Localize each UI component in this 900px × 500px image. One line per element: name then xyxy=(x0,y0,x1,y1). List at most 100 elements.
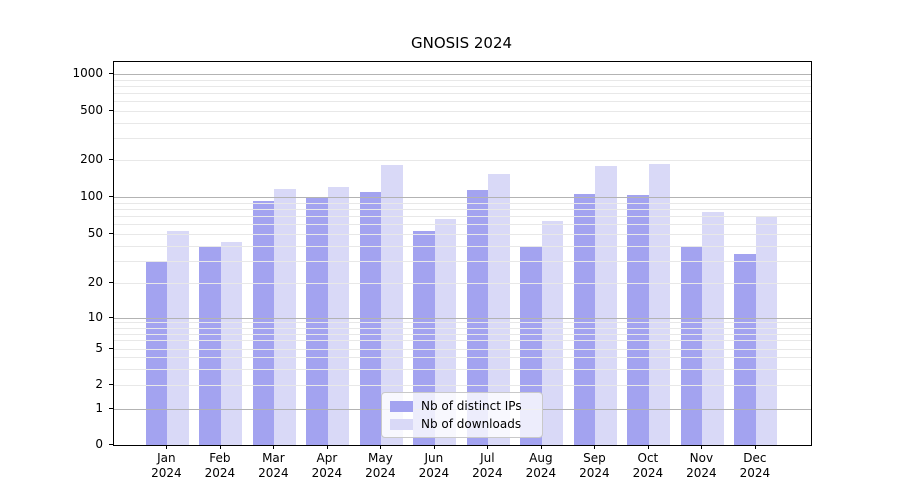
x-tick-mark xyxy=(219,445,221,449)
x-tick-mark xyxy=(433,445,435,449)
x-tick-mark xyxy=(701,445,703,449)
x-tick-label: Jun 2024 xyxy=(418,451,450,480)
x-tick-mark xyxy=(273,445,275,449)
x-tick-label: Jul 2024 xyxy=(472,451,503,480)
y-tick-label: 1000 xyxy=(72,66,103,81)
legend-entry-distinct-ips: Nb of distinct IPs xyxy=(390,399,534,413)
x-tick-label: Jan 2024 xyxy=(151,451,182,480)
x-tick-label: Dec 2024 xyxy=(739,451,771,480)
y-tick-mark xyxy=(109,73,113,75)
bar-ips-jan xyxy=(145,261,168,445)
gridline-minor xyxy=(114,333,811,335)
gridline-minor xyxy=(114,327,811,329)
y-tick-mark xyxy=(109,281,113,283)
bar-ips-nov xyxy=(680,246,703,445)
y-tick-mark xyxy=(109,316,113,318)
legend-label-distinct-ips: Nb of distinct IPs xyxy=(421,399,522,413)
bar-downloads-jun xyxy=(434,219,457,445)
y-tick-label: 2 xyxy=(95,377,103,392)
gridline-minor xyxy=(114,224,811,226)
bars-layer xyxy=(114,62,811,445)
legend-swatch-downloads xyxy=(390,418,413,430)
x-tick-mark xyxy=(754,445,756,449)
gridline-minor xyxy=(114,93,811,95)
y-tick-label: 20 xyxy=(87,274,103,289)
bar-ips-apr xyxy=(306,197,328,445)
x-tick-label: Feb 2024 xyxy=(204,451,236,480)
y-tick-label: 100 xyxy=(80,189,103,203)
gridline-minor xyxy=(114,138,811,140)
bar-ips-dec xyxy=(734,254,756,445)
gridline-minor xyxy=(114,369,811,371)
y-tick-label: 5 xyxy=(95,340,103,355)
legend-label-downloads: Nb of downloads xyxy=(421,417,522,431)
grid-layer xyxy=(114,62,811,445)
bar-ips-oct xyxy=(627,195,649,445)
gridline-minor xyxy=(114,245,811,247)
x-tick-mark xyxy=(594,445,596,449)
gridline-minor xyxy=(114,111,811,112)
x-tick-label: May 2024 xyxy=(365,451,396,480)
y-tick-label: 10 xyxy=(87,309,103,324)
gridline-minor xyxy=(114,233,811,235)
gridline-minor xyxy=(114,385,811,387)
x-tick-mark xyxy=(647,445,649,449)
gridline-minor xyxy=(114,348,811,350)
gridline-minor xyxy=(114,86,811,88)
gridline-minor xyxy=(114,122,811,124)
y-tick-mark xyxy=(109,408,113,410)
x-tick-mark xyxy=(487,445,489,449)
bar-ips-feb xyxy=(199,246,221,445)
y-tick-label: 0 xyxy=(95,437,103,451)
bar-downloads-may xyxy=(381,165,403,445)
x-tick-label: Apr 2024 xyxy=(311,451,343,480)
y-tick-mark xyxy=(109,196,113,197)
x-tick-label: Sep 2024 xyxy=(579,451,610,480)
x-tick-label: Aug 2024 xyxy=(525,451,557,480)
y-tick-label: 1 xyxy=(95,401,103,416)
bar-downloads-dec xyxy=(755,217,778,445)
plot-area: Nb of distinct IPs Nb of downloads xyxy=(113,61,812,446)
y-tick-mark xyxy=(109,110,113,111)
gridline-minor xyxy=(114,208,811,210)
x-tick-mark xyxy=(540,445,542,449)
bar-downloads-jul xyxy=(488,173,510,445)
gridline-major xyxy=(114,74,811,76)
gridline-minor xyxy=(114,101,811,103)
gridline-minor xyxy=(114,357,811,359)
legend-swatch-distinct-ips xyxy=(390,400,413,412)
y-tick-mark xyxy=(109,159,113,160)
x-tick-mark xyxy=(166,445,168,449)
bar-downloads-sep xyxy=(595,166,617,445)
gridline-minor xyxy=(114,261,811,263)
chart-title: GNOSIS 2024 xyxy=(410,34,513,52)
y-tick-mark xyxy=(109,384,113,386)
bar-downloads-feb xyxy=(220,241,243,445)
gridline-minor xyxy=(114,340,811,342)
y-tick-label: 500 xyxy=(80,103,103,117)
gridline-minor xyxy=(114,160,811,161)
gridline-minor xyxy=(114,202,811,204)
x-tick-mark xyxy=(380,445,382,449)
x-tick-mark xyxy=(326,445,328,449)
gridline-minor xyxy=(114,282,811,284)
gridline-minor xyxy=(114,215,811,217)
legend: Nb of distinct IPs Nb of downloads xyxy=(381,392,543,438)
bar-downloads-jan xyxy=(167,230,189,445)
gridline-major xyxy=(114,317,811,319)
bar-ips-sep xyxy=(573,193,596,445)
y-tick-mark xyxy=(109,347,113,349)
y-tick-label: 50 xyxy=(87,225,103,240)
bar-downloads-aug xyxy=(541,221,564,445)
y-tick-label: 200 xyxy=(80,152,103,166)
gridline-major xyxy=(114,197,811,198)
legend-entry-downloads: Nb of downloads xyxy=(390,417,534,431)
gridline-minor xyxy=(114,322,811,324)
bar-downloads-mar xyxy=(274,188,296,445)
gridline-minor xyxy=(114,79,811,81)
x-tick-label: Mar 2024 xyxy=(258,451,289,480)
y-tick-mark xyxy=(109,232,113,234)
y-tick-mark xyxy=(109,444,113,445)
bar-ips-jun xyxy=(413,230,435,445)
